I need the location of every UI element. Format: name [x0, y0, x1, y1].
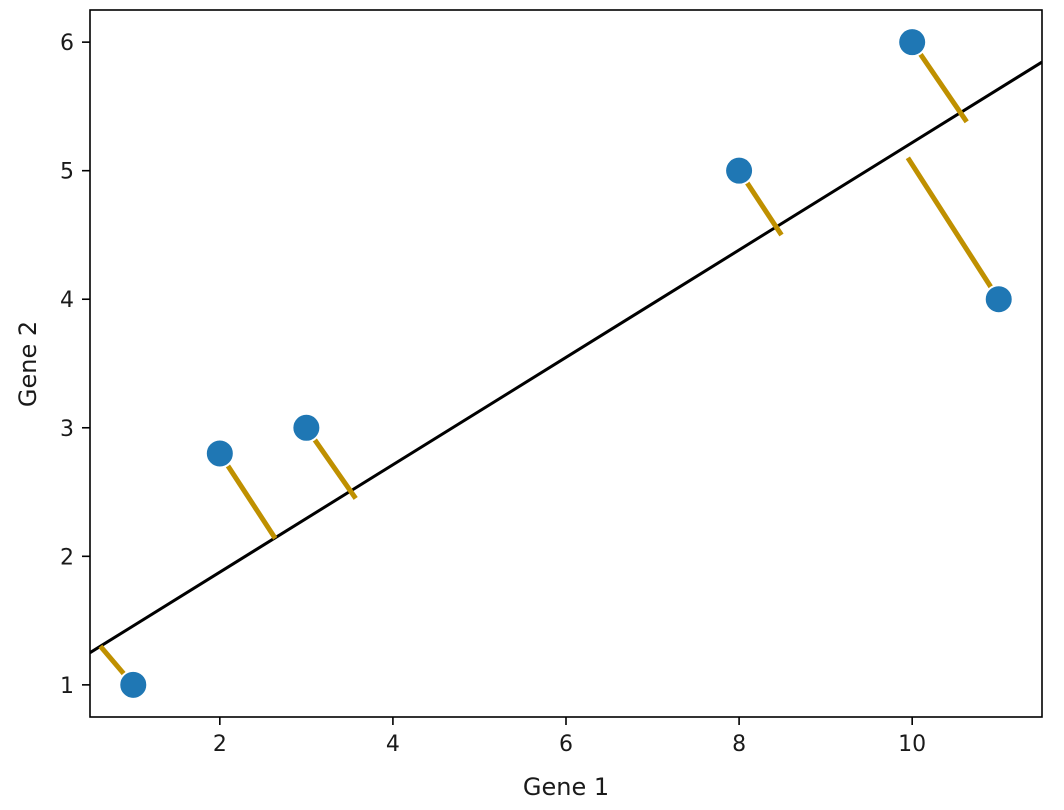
- fit-line: [90, 60, 1042, 654]
- projection-line: [905, 156, 1001, 301]
- x-tick-label: 8: [732, 732, 746, 757]
- plot-marks: [90, 27, 1042, 700]
- plot-frame: [89, 9, 1043, 718]
- y-tick-label: 5: [60, 160, 74, 185]
- y-tick-label: 2: [60, 545, 74, 570]
- x-tick-label: 4: [386, 732, 400, 757]
- x-tick-label: 2: [213, 732, 227, 757]
- y-tick-label: 4: [60, 288, 74, 313]
- x-tick-label: 6: [559, 732, 573, 757]
- data-point: [897, 27, 928, 58]
- y-tick-label: 6: [60, 31, 74, 56]
- x-axis: 2 4 6 8 10: [213, 717, 926, 757]
- projection-line: [910, 40, 969, 124]
- data-point: [291, 412, 322, 443]
- y-axis: 1 2 3 4 5 6: [60, 31, 90, 699]
- x-tick-label: 10: [898, 732, 926, 757]
- projection-line: [217, 452, 278, 540]
- x-axis-label: Gene 1: [523, 773, 609, 801]
- data-point: [724, 155, 755, 186]
- data-point: [983, 284, 1014, 315]
- y-axis-label: Gene 2: [14, 321, 42, 407]
- data-point: [118, 669, 149, 700]
- data-point: [204, 438, 235, 469]
- y-tick-label: 1: [60, 674, 74, 699]
- y-tick-label: 3: [60, 417, 74, 442]
